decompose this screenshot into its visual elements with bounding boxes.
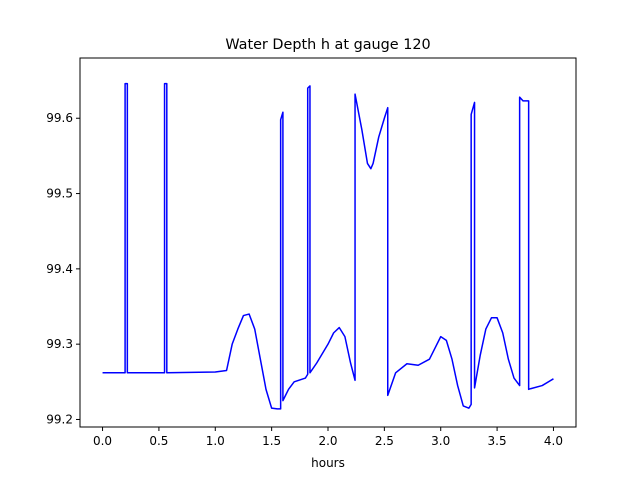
y-tick-label: 99.2 [46, 412, 73, 426]
x-tick-label: 1.5 [262, 434, 281, 448]
y-tick-label: 99.6 [46, 111, 73, 125]
x-axis-label: hours [311, 456, 345, 470]
y-tick-label: 99.4 [46, 262, 73, 276]
x-axis: 0.0 0.5 1.0 1.5 2.0 2.5 3.0 3.5 4.0 [93, 427, 563, 448]
x-tick-label: 2.0 [318, 434, 337, 448]
chart-title: Water Depth h at gauge 120 [225, 37, 430, 53]
y-tick-label: 99.3 [46, 337, 73, 351]
x-tick-label: 0.5 [149, 434, 168, 448]
x-tick-label: 1.0 [206, 434, 225, 448]
x-tick-label: 3.0 [431, 434, 450, 448]
series-line-0 [102, 82, 554, 410]
x-tick-label: 3.5 [488, 434, 507, 448]
y-tick-label: 99.5 [46, 187, 73, 201]
plot-area-frame [79, 57, 577, 428]
x-tick-label: 4.0 [544, 434, 563, 448]
x-tick-label: 0.0 [93, 434, 112, 448]
x-tick-label: 2.5 [375, 434, 394, 448]
y-axis: 99.2 99.3 99.4 99.5 99.6 [46, 111, 80, 426]
series-layer [102, 82, 554, 410]
